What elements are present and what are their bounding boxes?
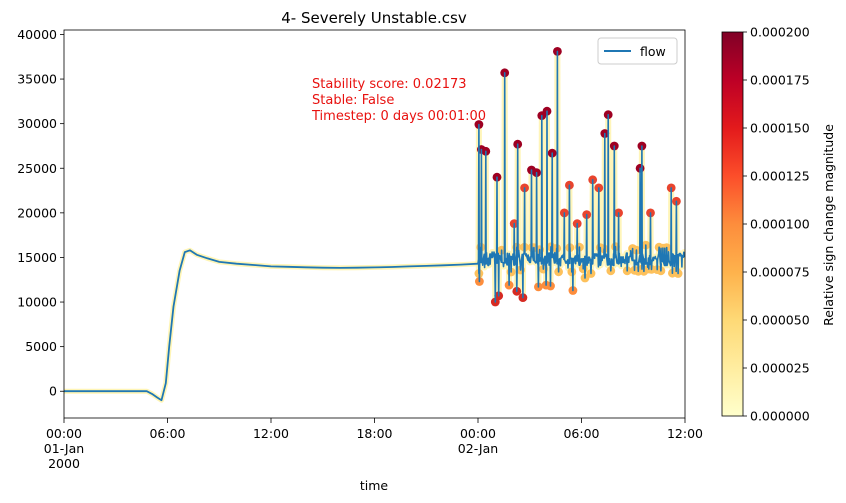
colorbar-tick-label: 0.000075 [750, 265, 810, 280]
y-tick-label: 0 [49, 384, 57, 399]
flow-glow [64, 247, 479, 403]
legend-label: flow [640, 44, 666, 59]
annotation-line-timestep: Timestep: 0 days 00:01:00 [311, 109, 486, 124]
colorbar-tick-label: 0.000000 [750, 409, 810, 424]
x-tick-label: 06:00 [563, 426, 599, 441]
y-tick-label: 35000 [17, 72, 57, 87]
x-tick-label: 00:00 [460, 426, 496, 441]
y-axis: 0 5000 10000 15000 20000 25000 30000 35000 40000 [17, 27, 64, 399]
colorbar-ticks: 0.000000 0.000025 0.000050 0.000075 0.000100… [743, 25, 810, 424]
x-axis-label: time [360, 478, 389, 493]
annotation-line-stable: Stable: False [312, 93, 394, 108]
y-tick-label: 15000 [17, 250, 57, 265]
x-tick-label: 00:00 [46, 426, 82, 441]
line-layer [64, 50, 685, 402]
y-tick-label: 25000 [17, 161, 57, 176]
x-tick-label: 02-Jan [458, 441, 498, 456]
y-tick-label: 5000 [25, 339, 57, 354]
legend: flow [597, 37, 678, 65]
x-tick-label: 12:00 [253, 426, 289, 441]
colorbar-tick-label: 0.000050 [750, 313, 810, 328]
y-tick-label: 30000 [17, 116, 57, 131]
annotation: Stability score: 0.02173 Stable: False T… [311, 77, 486, 124]
colorbar-tick-label: 0.000125 [750, 169, 810, 184]
colorbar-gradient [721, 31, 744, 417]
x-tick-label: 18:00 [356, 426, 392, 441]
colorbar-tick-label: 0.000025 [750, 361, 810, 376]
flow-line [64, 249, 479, 402]
y-tick-label: 10000 [17, 295, 57, 310]
colorbar-tick-label: 0.000150 [750, 121, 810, 136]
x-tick-label: 12:00 [667, 426, 703, 441]
y-tick-label: 40000 [17, 27, 57, 42]
colorbar-label: Relative sign change magnitude [821, 124, 836, 326]
chart-title: 4- Severely Unstable.csv [281, 9, 467, 27]
x-tick-label: 06:00 [149, 426, 185, 441]
flow-line-unstable [477, 50, 685, 303]
y-tick-label: 20000 [17, 205, 57, 220]
colorbar-tick-label: 0.000175 [750, 73, 810, 88]
colorbar: 0.000000 0.000025 0.000050 0.000075 0.000100… [721, 25, 836, 424]
x-tick-label: 01-Jan [44, 441, 84, 456]
x-tick-label: 2000 [48, 456, 80, 471]
legend-box [597, 37, 678, 65]
colorbar-tick-label: 0.000100 [750, 217, 810, 232]
annotation-line-score: Stability score: 0.02173 [312, 77, 467, 92]
colorbar-tick-label: 0.000200 [750, 25, 810, 40]
